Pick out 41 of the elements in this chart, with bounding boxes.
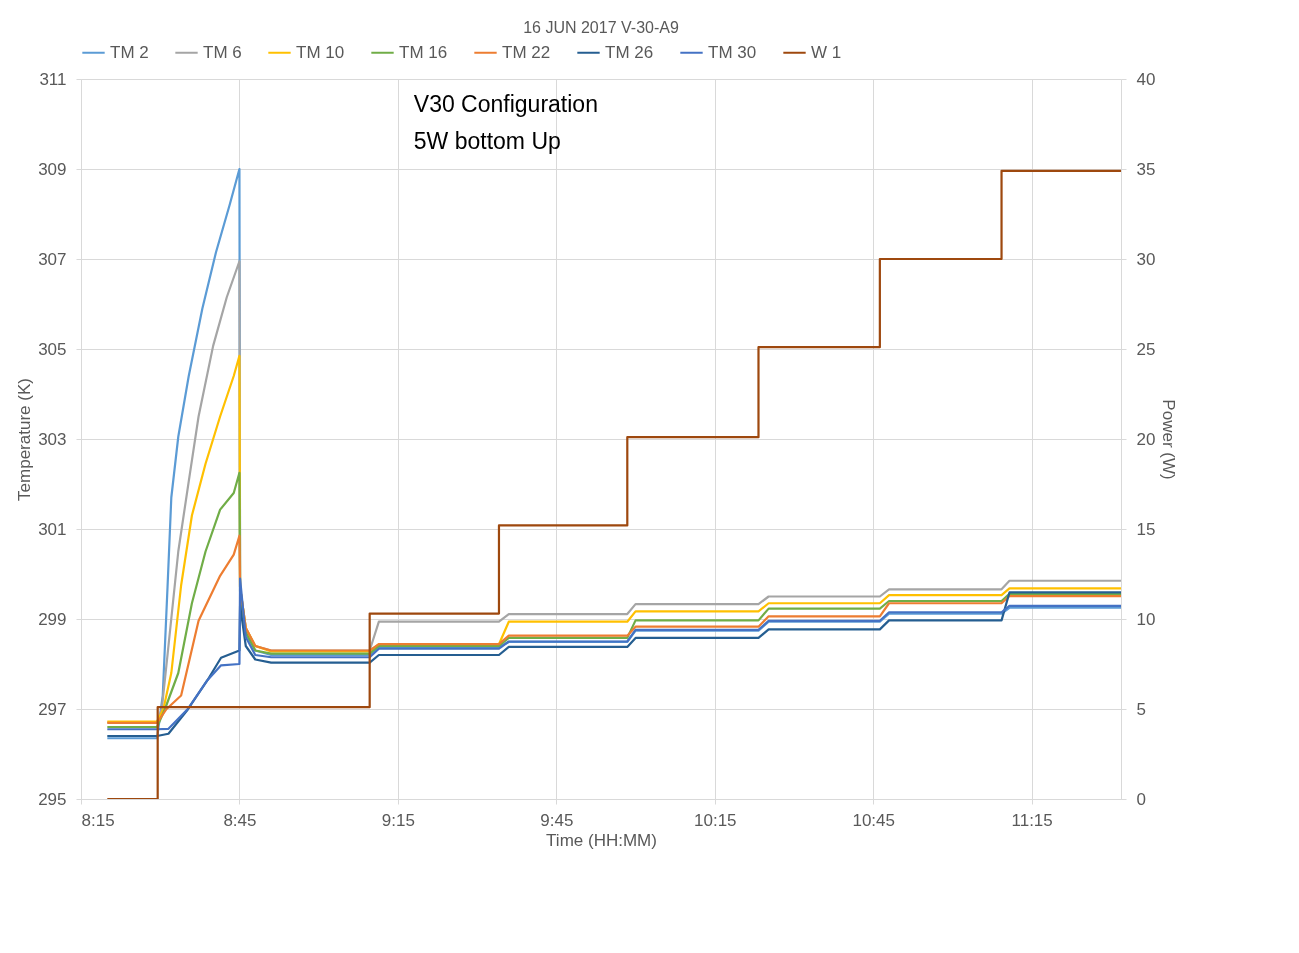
x-tick-label: 10:45 — [852, 810, 895, 830]
y2-tick-label: 30 — [1136, 249, 1156, 269]
x-tick-label: 10:15 — [693, 810, 737, 830]
y-tick-label: 295 — [38, 789, 67, 809]
y-tick-label: 297 — [38, 699, 67, 719]
y-tick-label: 301 — [38, 519, 67, 539]
legend-label: TM 2 — [110, 42, 149, 62]
x-tick-label: 8:15 — [81, 810, 115, 830]
annotation: 5W bottom Up — [413, 128, 561, 154]
y2-tick-label: 10 — [1136, 609, 1156, 629]
y2-tick-label: 40 — [1136, 69, 1156, 89]
y2-tick-label: 35 — [1136, 159, 1156, 179]
legend-label: TM 16 — [399, 42, 448, 62]
x-tick-label: 8:45 — [223, 810, 257, 830]
legend-label: TM 26 — [605, 42, 654, 62]
y-tick-label: 305 — [38, 339, 67, 359]
y-tick-label: 299 — [38, 609, 67, 629]
y-tick-label: 307 — [38, 249, 67, 269]
annotation: V30 Configuration — [413, 91, 598, 117]
y2-tick-label: 15 — [1136, 519, 1156, 539]
x-tick-label: 11:15 — [1011, 810, 1053, 830]
legend-label: TM 6 — [203, 42, 242, 62]
y2-tick-label: 5 — [1136, 699, 1146, 719]
legend-label: W 1 — [811, 42, 842, 62]
line-series — [106, 534, 1121, 725]
chart-title: 16 JUN 2017 V-30-A9 — [523, 19, 679, 36]
y-tick-label: 309 — [38, 159, 67, 179]
y-tick-label: 311 — [39, 69, 67, 89]
y2-tick-label: 0 — [1136, 789, 1146, 809]
legend-label: TM 30 — [708, 42, 757, 62]
y-tick-label: 303 — [38, 429, 67, 449]
x-axis-title: Time (HH:MM) — [546, 830, 657, 850]
y-axis-title: Temperature (K) — [15, 378, 35, 501]
x-tick-label: 9:15 — [381, 810, 415, 830]
y2-axis-title: Power (W) — [1159, 399, 1179, 480]
line-series — [106, 471, 1121, 729]
legend-label: TM 10 — [296, 42, 345, 62]
legend-label: TM 22 — [502, 42, 551, 62]
y2-tick-label: 20 — [1136, 429, 1156, 449]
x-tick-label: 9:45 — [540, 810, 574, 830]
y2-tick-label: 25 — [1136, 339, 1156, 359]
